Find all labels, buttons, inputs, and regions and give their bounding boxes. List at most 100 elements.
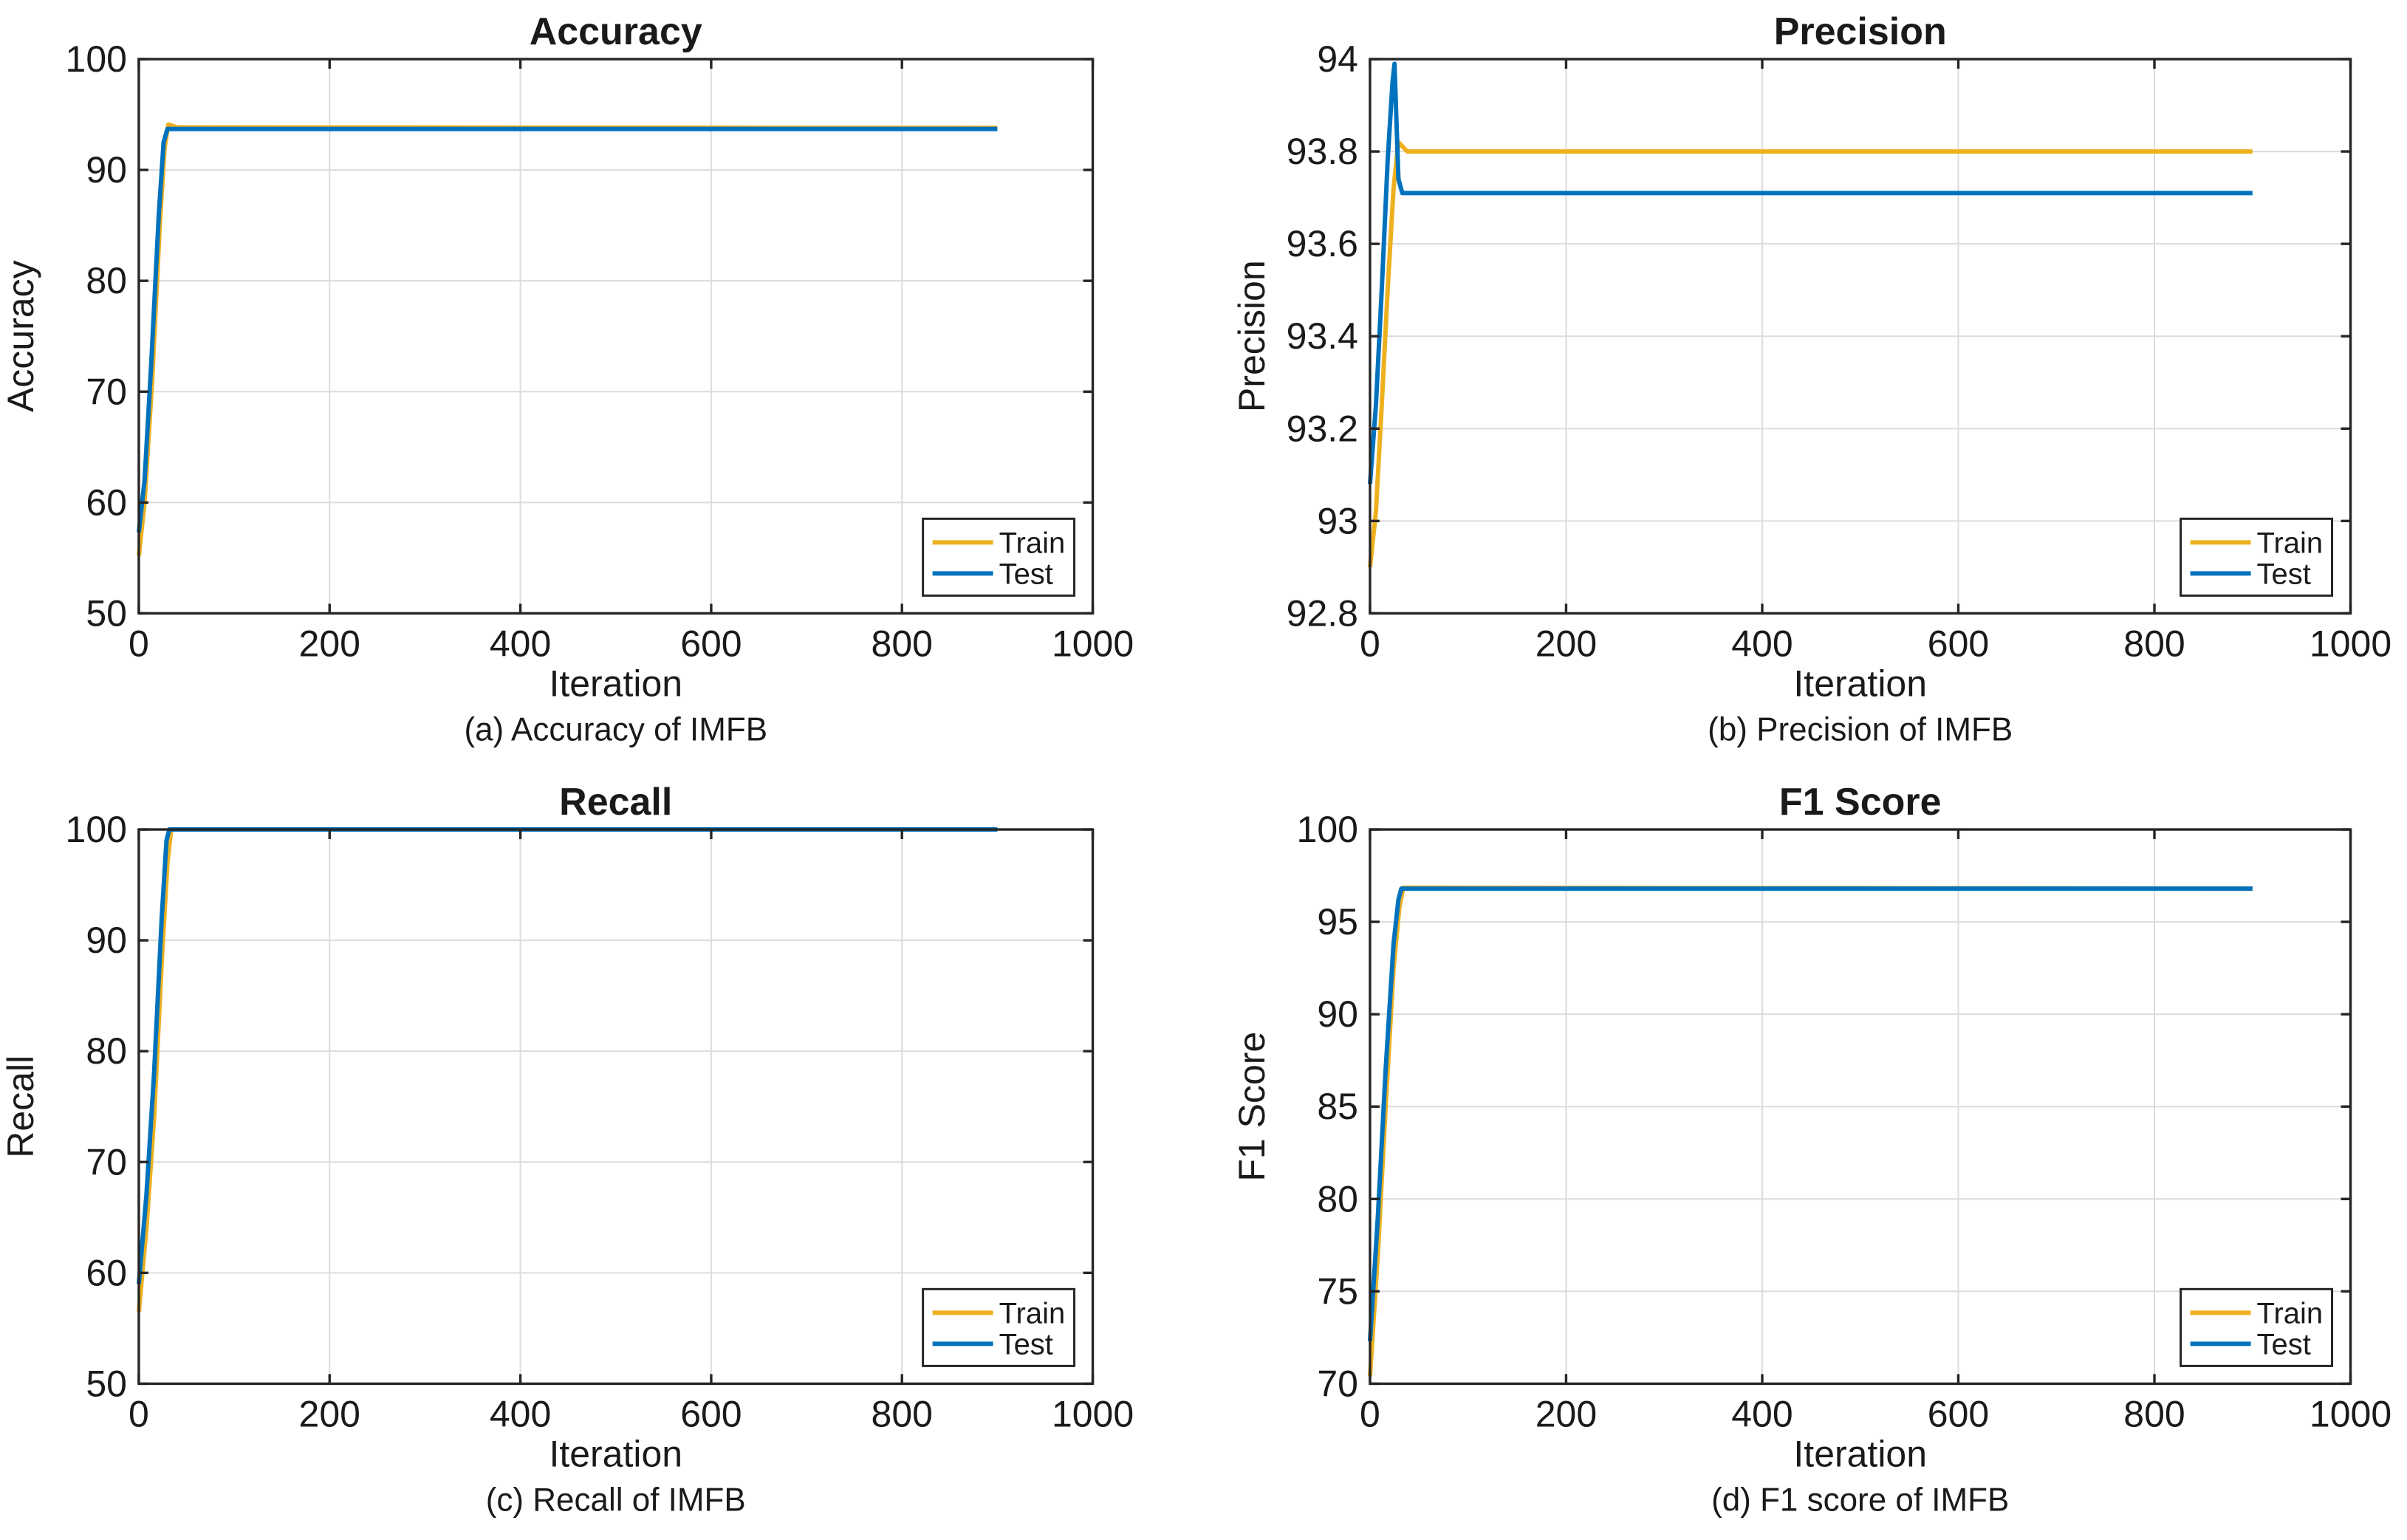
x-tick-label: 800 <box>2123 1393 2185 1434</box>
x-tick-label: 600 <box>1927 623 1988 664</box>
x-tick-label: 200 <box>299 1393 360 1434</box>
subplot-f1-score: 0 200 400 600 800 1000 70 75 80 85 90 95 100 F1 Score… <box>1204 770 2407 1540</box>
subplot-caption: (b) Precision of IMFB <box>1708 711 2013 747</box>
x-tick-label: 200 <box>1535 623 1596 664</box>
legend-box <box>922 1287 1076 1367</box>
legend-train-label: Train <box>2256 527 2323 559</box>
x-tick-label: 400 <box>490 1393 551 1434</box>
x-tick-label: 1000 <box>1052 1393 1134 1434</box>
legend-box <box>922 517 1076 597</box>
y-tick-label: 93.2 <box>1286 408 1357 449</box>
y-tick-label: 85 <box>1317 1086 1358 1127</box>
legend-train-label: Train <box>999 1297 1066 1329</box>
y-tick-label: 100 <box>66 809 127 850</box>
y-axis-label: Recall <box>0 1055 41 1157</box>
y-tick-label: 75 <box>1317 1270 1358 1312</box>
x-tick-label: 800 <box>872 1393 933 1434</box>
legend-train-label: Train <box>999 527 1066 559</box>
y-tick-label: 50 <box>86 592 127 634</box>
legend-test-label: Test <box>999 558 1053 590</box>
subplot-precision: 0 200 400 600 800 1000 92.8 93 93.2 93.4 93.6 93.8 9… <box>1204 0 2407 770</box>
x-tick-label: 200 <box>1535 1393 1596 1434</box>
y-tick-label: 80 <box>86 1030 127 1072</box>
chart-title: F1 Score <box>1778 781 1941 824</box>
train-line <box>136 827 998 1312</box>
y-tick-label: 92.8 <box>1286 592 1357 634</box>
y-tick-label: 80 <box>1317 1178 1358 1219</box>
y-tick-label: 100 <box>1296 809 1357 850</box>
y-axis-label: Precision <box>1230 260 1272 412</box>
y-tick-label: 70 <box>1317 1363 1358 1404</box>
test-line <box>1367 886 2253 1341</box>
x-tick-label: 400 <box>1731 623 1793 664</box>
y-tick-label: 90 <box>86 149 127 191</box>
legend-test-label: Test <box>999 1328 1053 1361</box>
y-tick-label: 93.6 <box>1286 223 1357 264</box>
x-tick-label: 0 <box>1360 1393 1380 1434</box>
y-tick-label: 93.8 <box>1286 131 1357 172</box>
accuracy-chart: 0 200 400 600 800 1000 50 60 70 80 90 100 Accuracy Ac… <box>0 10 1134 747</box>
x-axis-label: Iteration <box>1793 1433 1927 1474</box>
x-axis-label: Iteration <box>1793 663 1927 704</box>
f1-score-chart: 0 200 400 600 800 1000 70 75 80 85 90 95 100 F1 Score… <box>1230 781 2391 1518</box>
subplot-caption: (d) F1 score of IMFB <box>1711 1482 2009 1518</box>
legend-box <box>2179 1287 2333 1367</box>
test-line <box>136 827 998 1284</box>
train-line <box>136 122 998 556</box>
x-tick-label: 200 <box>299 623 360 664</box>
x-tick-label: 0 <box>129 1393 149 1434</box>
precision-chart: 0 200 400 600 800 1000 92.8 93 93.2 93.4 93.6 93.8 9… <box>1230 10 2391 747</box>
x-tick-label: 1000 <box>2309 623 2391 664</box>
y-tick-label: 95 <box>1317 901 1358 942</box>
x-tick-label: 1000 <box>2309 1393 2391 1434</box>
y-tick-label: 93.4 <box>1286 315 1357 357</box>
x-tick-label: 800 <box>872 623 933 664</box>
train-line <box>1367 885 2253 1377</box>
y-tick-label: 90 <box>86 920 127 961</box>
chart-title: Precision <box>1773 10 1946 53</box>
legend-box <box>2179 517 2333 597</box>
x-tick-label: 400 <box>490 623 551 664</box>
y-tick-label: 90 <box>1317 993 1358 1035</box>
y-tick-label: 60 <box>86 1252 127 1293</box>
legend-test-label: Test <box>2256 558 2310 590</box>
subplot-recall: 0 200 400 600 800 1000 50 60 70 80 90 100 Recall Reca… <box>0 770 1204 1540</box>
test-line <box>1367 61 2253 485</box>
chart-title: Accuracy <box>530 10 702 53</box>
x-tick-label: 0 <box>129 623 149 664</box>
y-tick-label: 70 <box>86 1141 127 1183</box>
y-axis-label: F1 Score <box>1230 1031 1272 1181</box>
x-axis-label: Iteration <box>549 1433 682 1474</box>
x-tick-label: 0 <box>1360 623 1380 664</box>
legend-test-label: Test <box>2256 1328 2310 1361</box>
y-tick-label: 50 <box>86 1363 127 1404</box>
x-tick-label: 600 <box>680 623 742 664</box>
x-tick-label: 400 <box>1731 1393 1793 1434</box>
x-tick-label: 800 <box>2123 623 2185 664</box>
plot-area-box <box>137 827 1095 1385</box>
x-tick-label: 1000 <box>1052 623 1134 664</box>
x-axis-label: Iteration <box>549 663 682 704</box>
y-tick-label: 94 <box>1317 38 1358 80</box>
test-line <box>136 126 998 533</box>
recall-chart: 0 200 400 600 800 1000 50 60 70 80 90 100 Recall Reca… <box>0 781 1134 1518</box>
y-axis-label: Accuracy <box>0 260 41 412</box>
y-tick-label: 93 <box>1317 500 1358 541</box>
y-tick-label: 100 <box>66 38 127 80</box>
subplot-accuracy: 0 200 400 600 800 1000 50 60 70 80 90 100 Accuracy Ac… <box>0 0 1204 770</box>
train-line <box>1367 140 2253 568</box>
legend-train-label: Train <box>2256 1297 2323 1329</box>
y-tick-label: 80 <box>86 260 127 301</box>
y-tick-label: 70 <box>86 371 127 412</box>
x-tick-label: 600 <box>680 1393 742 1434</box>
chart-title: Recall <box>559 781 672 824</box>
subplot-caption: (c) Recall of IMFB <box>486 1482 746 1518</box>
subplot-caption: (a) Accuracy of IMFB <box>464 711 767 747</box>
x-tick-label: 600 <box>1927 1393 1988 1434</box>
y-tick-label: 60 <box>86 482 127 523</box>
